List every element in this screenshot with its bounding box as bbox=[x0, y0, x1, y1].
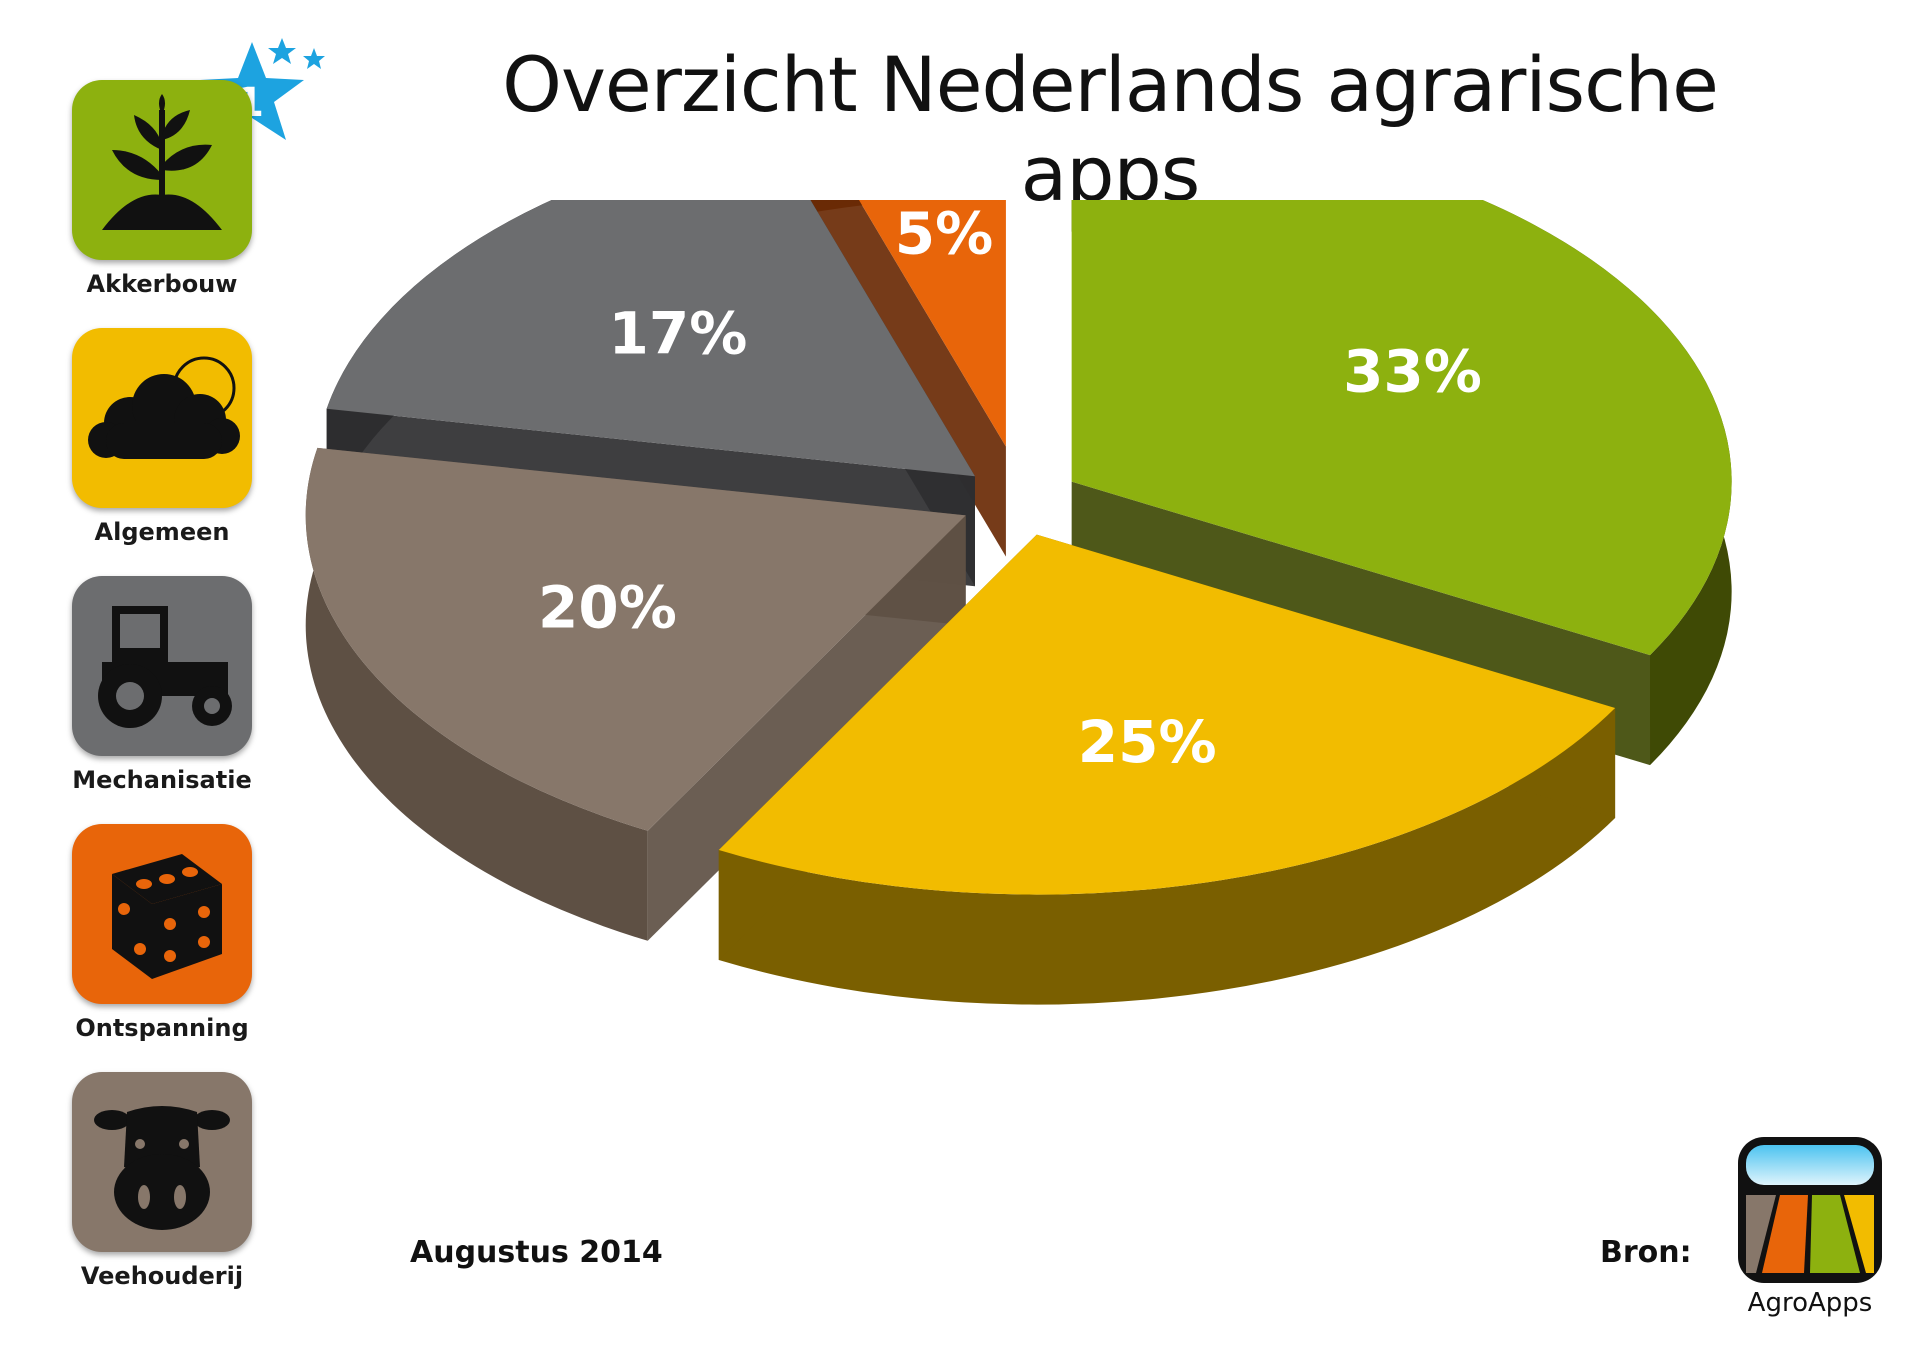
mechanisatie-tile bbox=[72, 576, 252, 756]
slice-top bbox=[718, 534, 1616, 895]
akkerbouw-tile bbox=[72, 80, 252, 260]
slice-top bbox=[1071, 200, 1732, 656]
legend-item-mechanisatie: Mechanisatie bbox=[60, 576, 280, 816]
logo-label: AgroApps bbox=[1747, 1288, 1873, 1318]
legend-item-algemeen: Algemeen bbox=[60, 328, 280, 568]
slice-top bbox=[326, 200, 975, 477]
slice-top bbox=[305, 447, 966, 831]
legend-label: Akkerbouw bbox=[86, 270, 238, 298]
slice-cut-face bbox=[647, 515, 966, 941]
pie-slice-veehouderij: 20% bbox=[305, 447, 966, 941]
legend-label: Ontspanning bbox=[75, 1014, 249, 1042]
legend-label: Algemeen bbox=[94, 518, 230, 546]
legend-label: Mechanisatie bbox=[72, 766, 252, 794]
legend-item-veehouderij: Veehouderij bbox=[60, 1072, 280, 1312]
pie-slice-algemeen: 25% bbox=[718, 534, 1616, 1005]
cloud-icon bbox=[88, 356, 240, 459]
small-star-icon bbox=[303, 48, 325, 69]
legend-item-akkerbouw: Akkerbouw bbox=[60, 80, 280, 320]
dice-icon bbox=[112, 854, 222, 979]
cow-icon bbox=[94, 1106, 230, 1230]
slice-label-ontspanning: 5% bbox=[895, 200, 993, 267]
slice-side bbox=[305, 447, 648, 941]
slice-side bbox=[718, 708, 1616, 1005]
chart-date: Augustus 2014 bbox=[410, 1235, 663, 1270]
plant-icon bbox=[102, 94, 222, 230]
slice-label-algemeen: 25% bbox=[1078, 708, 1217, 776]
legend-label: Veehouderij bbox=[80, 1262, 244, 1290]
pie-chart: 5% 17% 33% 20% 25% bbox=[305, 200, 1732, 1005]
slice-label-veehouderij: 20% bbox=[538, 573, 677, 641]
tractor-icon bbox=[98, 606, 232, 728]
small-star-icon bbox=[268, 38, 296, 64]
slice-top bbox=[858, 200, 1006, 447]
source-label: Bron: bbox=[1600, 1235, 1692, 1270]
slice-label-akkerbouw: 33% bbox=[1343, 338, 1482, 406]
veehouderij-tile bbox=[72, 1072, 252, 1252]
slice-label-mechanisatie: 17% bbox=[609, 299, 748, 367]
ontspanning-tile bbox=[72, 824, 252, 1004]
legend-item-ontspanning: Ontspanning bbox=[60, 824, 280, 1064]
agroapps-logo bbox=[1738, 1137, 1882, 1283]
algemeen-tile bbox=[72, 328, 252, 508]
chart-title: Overzicht Nederlands agrarische apps bbox=[502, 40, 1719, 218]
